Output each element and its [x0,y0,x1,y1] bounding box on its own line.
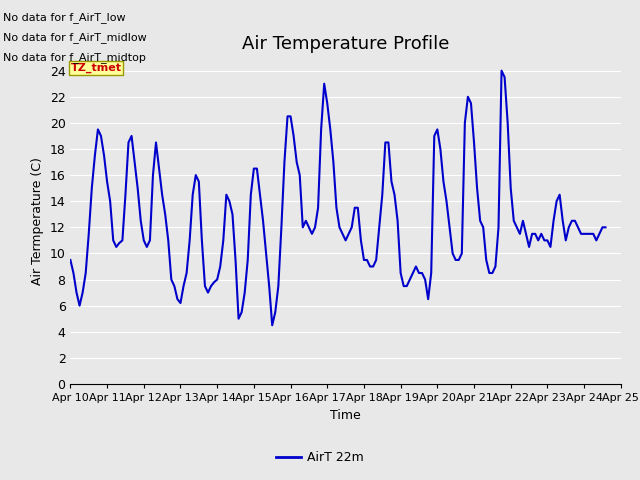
Text: No data for f_AirT_midlow: No data for f_AirT_midlow [3,32,147,43]
X-axis label: Time: Time [330,408,361,421]
Y-axis label: Air Termperature (C): Air Termperature (C) [31,157,44,285]
Text: No data for f_AirT_low: No data for f_AirT_low [3,12,126,23]
Text: No data for f_AirT_midtop: No data for f_AirT_midtop [3,52,146,63]
Legend: AirT 22m: AirT 22m [271,446,369,469]
Title: Air Temperature Profile: Air Temperature Profile [242,35,449,53]
Text: TZ_tmet: TZ_tmet [70,63,122,73]
